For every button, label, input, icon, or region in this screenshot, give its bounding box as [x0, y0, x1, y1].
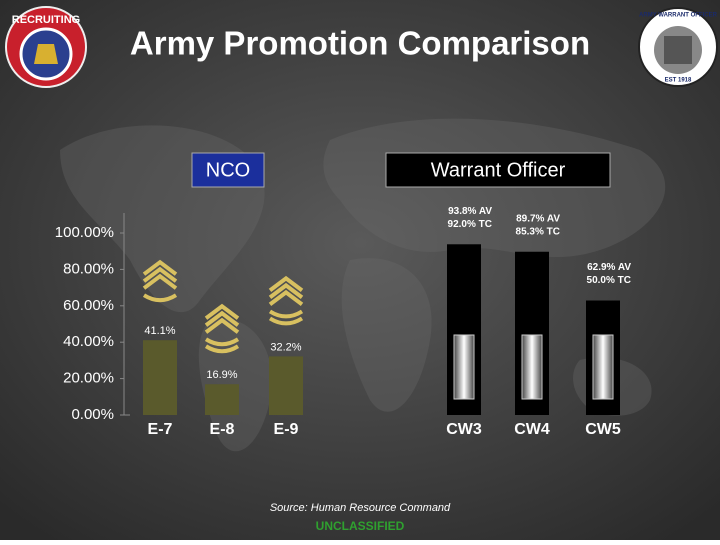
y-tick-label: 20.00%: [63, 370, 114, 387]
chevron: [142, 259, 178, 276]
insignia: [453, 334, 475, 400]
chevron: [204, 303, 240, 320]
group-label: Warrant Officer: [431, 159, 566, 181]
y-tick-label: 100.00%: [55, 224, 114, 241]
plot: 0.00% 20.00% 40.00% 60.00% 80.00% 100.00% E-7 4…: [55, 206, 632, 438]
x-tick-label: E-9: [274, 421, 299, 438]
value-label: 41.1%: [144, 325, 175, 337]
chevron: [142, 266, 178, 283]
chevron: [204, 310, 240, 327]
chevron: [142, 273, 178, 290]
slide-title: Army Promotion Comparison: [130, 25, 590, 62]
value-label: 62.9% AV: [587, 262, 631, 273]
value-label: 50.0% TC: [587, 275, 631, 286]
logo-text: ARMY WARRANT OFFICER: [639, 13, 718, 19]
logo-text: RECRUITING: [12, 14, 80, 26]
bar: [143, 340, 177, 415]
rank-insignia: [204, 303, 240, 354]
chevron: [268, 289, 304, 306]
classification: UNCLASSIFIED: [316, 519, 405, 533]
bar: [205, 384, 239, 415]
value-label: 16.9%: [206, 369, 237, 381]
x-tick-label: CW5: [585, 421, 621, 438]
bar: [269, 356, 303, 415]
value-label: 89.7% AV: [516, 213, 560, 224]
rocker: [142, 293, 178, 303]
rocker: [268, 309, 304, 319]
group-box: [385, 152, 611, 188]
rank-insignia: [142, 259, 178, 303]
value-label: 32.2%: [270, 341, 301, 353]
chevron: [268, 275, 304, 292]
chevron: [268, 282, 304, 299]
rocker: [204, 344, 240, 354]
source: Source: Human Resource Command: [270, 502, 451, 514]
x-tick-label: E-7: [148, 421, 173, 438]
rocker: [204, 337, 240, 347]
warrant-officer-logo: ARMY WARRANT OFFICER EST 1918: [638, 7, 718, 87]
group-label: NCO: [206, 159, 250, 181]
y-tick-label: 60.00%: [63, 297, 114, 314]
recruiting-logo: RECRUITING: [5, 6, 87, 88]
value-label: 92.0% TC: [448, 219, 492, 230]
logo-text: EST 1918: [665, 78, 692, 84]
group-box: [191, 152, 265, 188]
rank-insignia: [268, 275, 304, 326]
x-tick-label: E-8: [210, 421, 235, 438]
value-label: 93.8% AV: [448, 206, 492, 217]
y-tick-label: 80.00%: [63, 260, 114, 277]
insignia: [521, 334, 543, 400]
insignia: [592, 334, 614, 400]
chevron: [204, 317, 240, 334]
x-tick-label: CW4: [514, 421, 550, 438]
rocker: [268, 316, 304, 326]
y-tick-label: 40.00%: [63, 333, 114, 350]
x-tick-label: CW3: [446, 421, 482, 438]
value-label: 85.3% TC: [516, 226, 560, 237]
y-tick-label: 0.00%: [71, 406, 114, 423]
